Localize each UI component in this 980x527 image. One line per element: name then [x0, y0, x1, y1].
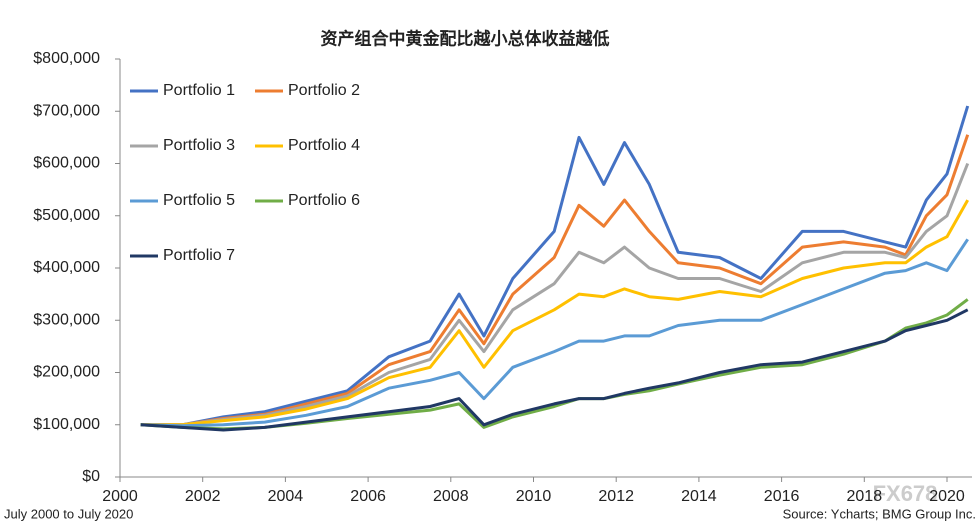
x-tick-label: 2012	[598, 488, 634, 505]
y-tick-label: $500,000	[33, 207, 100, 224]
note: July 2000 to July 2020	[4, 506, 133, 521]
legend-label: Portfolio 5	[163, 192, 235, 209]
legend-label: Portfolio 3	[163, 137, 235, 154]
y-tick-label: $400,000	[33, 259, 100, 276]
series-line	[140, 105, 970, 427]
y-tick-label: $600,000	[33, 155, 100, 172]
source: Source: Ycharts; BMG Group Inc.	[783, 506, 976, 521]
x-tick-label: 2002	[185, 488, 221, 505]
y-tick-label: $300,000	[33, 311, 100, 328]
series-line	[140, 199, 970, 427]
legend-label: Portfolio 7	[163, 247, 235, 264]
x-tick-label: 2000	[102, 488, 138, 505]
series-line	[140, 134, 970, 427]
y-tick-label: $800,000	[33, 50, 100, 67]
series-line	[140, 308, 969, 432]
legend-label: Portfolio 4	[288, 137, 360, 154]
legend-label: Portfolio 6	[288, 192, 360, 209]
x-tick-label: 2016	[764, 488, 800, 505]
legend-label: Portfolio 2	[288, 82, 360, 99]
x-tick-label: 2020	[929, 488, 965, 505]
series-line	[140, 298, 969, 431]
x-tick-label: 2010	[516, 488, 552, 505]
y-tick-label: $0	[82, 468, 100, 485]
x-tick-label: 2004	[268, 488, 304, 505]
y-tick-label: $700,000	[33, 102, 100, 119]
watermark: FX678	[873, 481, 938, 506]
x-tick-label: 2014	[681, 488, 717, 505]
y-tick-label: $100,000	[33, 416, 100, 433]
legend-label: Portfolio 1	[163, 82, 235, 99]
series-line	[140, 162, 970, 427]
y-tick-label: $200,000	[33, 364, 100, 381]
series-line	[140, 238, 969, 428]
x-tick-label: 2006	[350, 488, 386, 505]
x-tick-label: 2018	[847, 488, 883, 505]
x-tick-label: 2008	[433, 488, 469, 505]
chart-title: 资产组合中黄金配比越小总体收益越低	[321, 28, 610, 48]
